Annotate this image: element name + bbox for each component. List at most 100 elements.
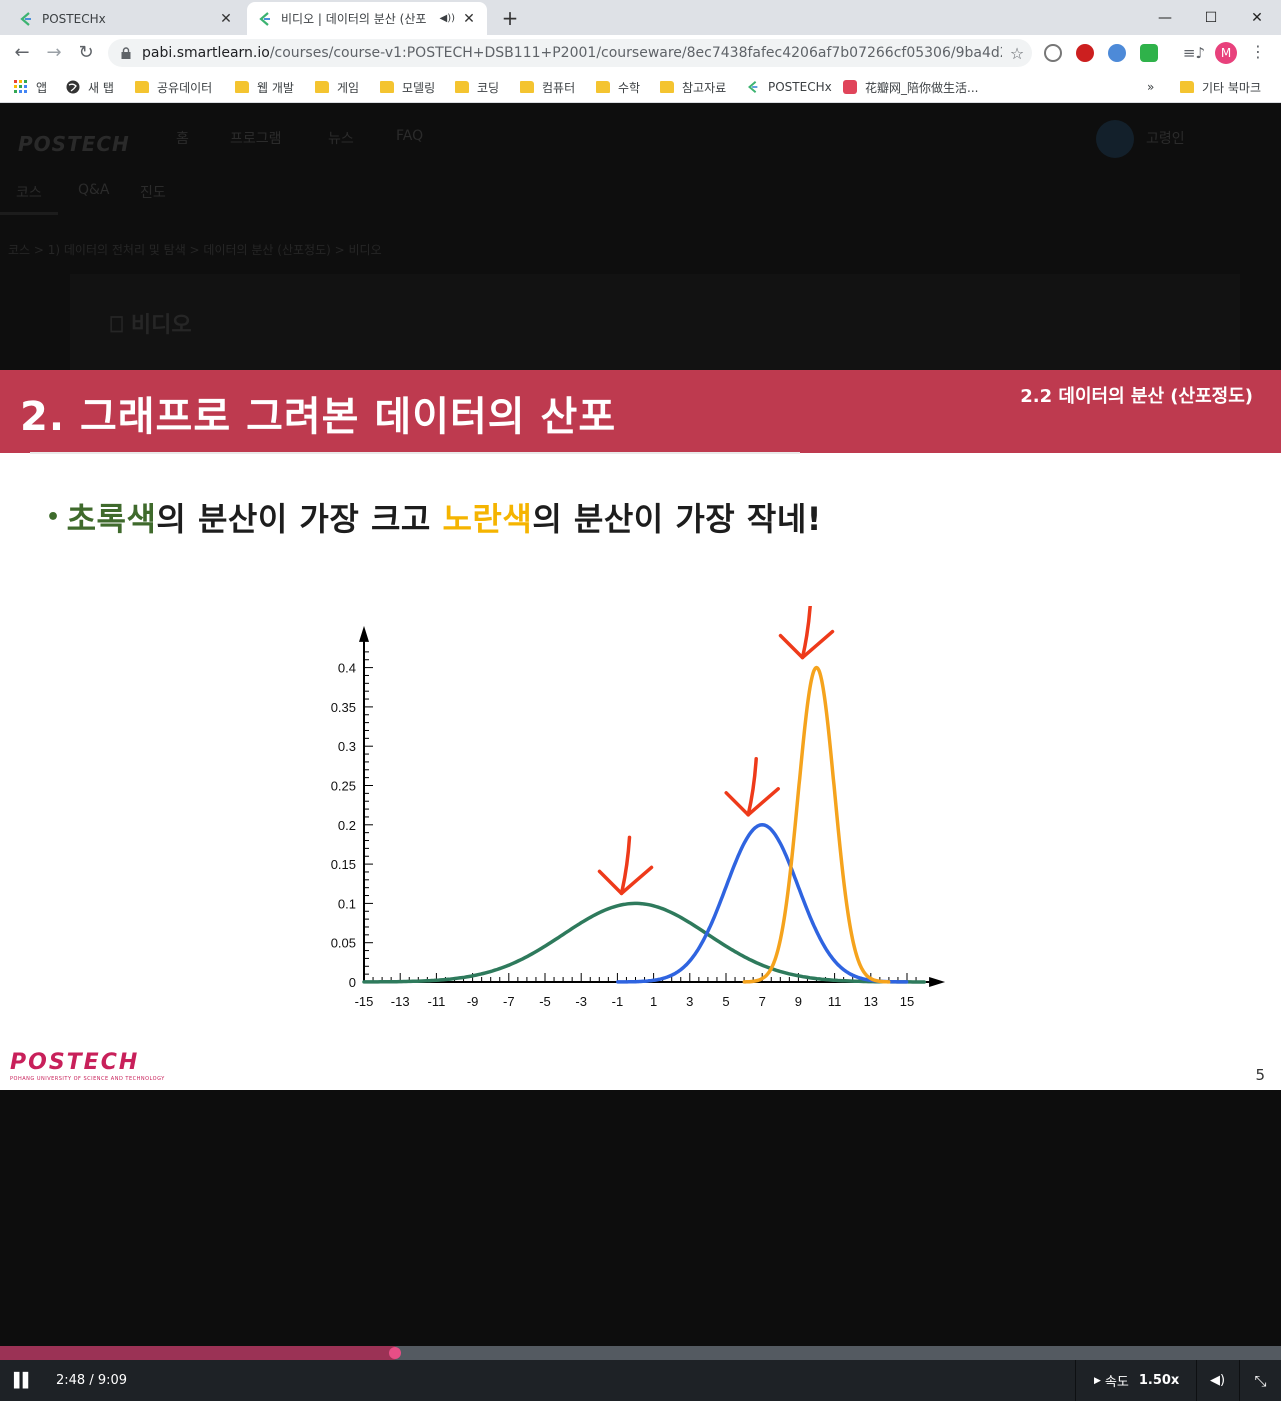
bookmark-ribbon-icon[interactable]: ⎕ [110, 313, 131, 338]
url-path: /courses/course-v1:POSTECH+DSB111+P2001/… [269, 45, 1002, 61]
bookmark-folder[interactable]: 웹 개발 [235, 77, 294, 97]
folder-icon [235, 81, 249, 93]
bookmark-star-icon[interactable]: ☆ [1009, 43, 1025, 63]
media-control-icon[interactable]: ≡♪ [1182, 44, 1206, 62]
bookmark-label: 코딩 [477, 80, 500, 95]
bookmark-folder[interactable]: 컴퓨터 [520, 77, 575, 97]
bookmark-postechx[interactable]: POSTECHx [746, 77, 832, 97]
tab-audio-icon[interactable]: ◀)) [439, 13, 456, 24]
banner-underline [30, 452, 800, 454]
breadcrumb: 코스 > 1) 데이터의 전처리 및 탐색 > 데이터의 분산 (산포정도) >… [8, 243, 382, 257]
nav-news[interactable]: 뉴스 [328, 131, 354, 147]
nav-faq[interactable]: FAQ [396, 128, 424, 144]
bullet-dot: • [46, 505, 61, 530]
x-tick-label: -9 [467, 994, 479, 1009]
playback-speed-button[interactable]: ▶ 속도 1.50x [1075, 1360, 1237, 1401]
bookmark-folder[interactable]: 코딩 [455, 77, 499, 97]
annotation-arrow-shaft [746, 757, 758, 817]
annotation-arrow-1 [724, 757, 780, 817]
close-window-button[interactable]: ✕ [1251, 9, 1263, 26]
folder-icon [1180, 81, 1194, 93]
forward-icon[interactable]: → [46, 42, 62, 63]
video-slide[interactable]: 2. 그래프로 그려본 데이터의 산포 2.2 데이터의 분산 (산포정도) •… [0, 370, 1281, 1090]
x-tick-label: 5 [722, 994, 729, 1009]
folder-icon [315, 81, 329, 93]
extension-icon[interactable] [1108, 44, 1126, 62]
x-tick-label: -5 [539, 994, 551, 1009]
annotation-arrow-shaft [800, 606, 812, 660]
bookmark-folder[interactable]: 공유데이터 [135, 77, 212, 97]
y-tick-label: 0.25 [331, 779, 356, 794]
tab-strip: POSTECHx ✕ 비디오 | 데이터의 분산 (산포 ◀)) ✕ + — ☐… [0, 0, 1281, 35]
volume-icon[interactable]: ◀) [1196, 1360, 1238, 1401]
overflow-chevron-icon: » [1147, 80, 1155, 94]
exit-fullscreen-icon[interactable]: ⤡ [1239, 1360, 1281, 1401]
slide-page-number: 5 [1255, 1066, 1265, 1084]
bullet-green-word: 초록색 [66, 500, 157, 538]
bullet-text-2: 의 분산이 가장 작네! [532, 500, 822, 538]
browser-tab-postechx[interactable]: POSTECHx ✕ [8, 2, 244, 35]
bookmark-folder[interactable]: 게임 [315, 77, 359, 97]
bookmarks-overflow-button[interactable]: » [1147, 77, 1154, 97]
nav-programs[interactable]: 프로그램 [230, 131, 282, 147]
smartlearn-favicon-icon [748, 81, 758, 93]
y-tick-label: 0.15 [331, 857, 356, 872]
bookmark-huaban[interactable]: 花瓣网_陪你做生活... [843, 77, 978, 97]
bullet-text-1: 의 분산이 가장 크고 [156, 500, 443, 538]
user-avatar[interactable] [1096, 120, 1134, 158]
unit-title: ⎕ 비디오 [110, 307, 192, 339]
extension-icon[interactable] [1044, 44, 1062, 62]
bookmark-label: 웹 개발 [257, 80, 294, 95]
bookmark-apps[interactable]: 앱 [14, 77, 47, 97]
nav-home[interactable]: 홈 [176, 131, 189, 147]
extension-icon[interactable] [1076, 44, 1094, 62]
reload-icon[interactable]: ↻ [78, 42, 94, 63]
bookmark-folder[interactable]: 수학 [596, 77, 640, 97]
video-progress-bar[interactable] [0, 1346, 1281, 1360]
lms-page-dimmed: POSTECH 홈 프로그램 뉴스 FAQ 고령인 코스 Q&A 진도 코스 >… [0, 104, 1281, 370]
bookmark-new-tab[interactable]: 새 탭 [66, 77, 114, 97]
bookmark-label: 게임 [337, 80, 360, 95]
unit-title-text: 비디오 [130, 313, 192, 338]
x-tick-label: -11 [427, 994, 445, 1009]
close-tab-icon[interactable]: ✕ [220, 10, 232, 27]
series-line-2 [742, 665, 891, 984]
bullet-yellow-word: 노란색 [442, 500, 533, 538]
x-tick-label: -15 [355, 994, 374, 1009]
back-icon[interactable]: ← [14, 42, 30, 63]
y-tick-label: 0.4 [338, 661, 356, 676]
pause-icon[interactable]: ▌▌ [14, 1372, 33, 1389]
lms-logo[interactable]: POSTECH [18, 132, 130, 156]
annotation-arrow-shaft [619, 835, 632, 896]
x-tick-label: -13 [391, 994, 410, 1009]
bookmark-other-folder[interactable]: 기타 북마크 [1180, 77, 1261, 97]
bookmark-label: 컴퓨터 [542, 80, 576, 95]
progress-scrubber-handle[interactable] [388, 1347, 401, 1359]
y-axis-arrowhead [359, 625, 369, 642]
user-name[interactable]: 고령인 [1146, 131, 1185, 147]
minimize-window-button[interactable]: — [1158, 9, 1172, 26]
bookmark-label: 앱 [36, 80, 48, 95]
x-tick-label: -1 [612, 994, 624, 1009]
bookmark-folder[interactable]: 모델링 [380, 77, 435, 97]
maximize-window-button[interactable]: ☐ [1204, 9, 1218, 26]
browser-menu-icon[interactable]: ⋮ [1250, 42, 1266, 61]
new-tab-button[interactable]: + [501, 6, 519, 30]
tab-qna[interactable]: Q&A [78, 182, 110, 198]
video-letterbox[interactable] [0, 1090, 1281, 1346]
address-bar[interactable]: pabi.smartlearn.io/courses/course-v1:POS… [108, 39, 1032, 67]
profile-avatar[interactable]: M [1215, 42, 1237, 64]
tab-course[interactable]: 코스 [16, 185, 42, 201]
shield-extension-icon[interactable] [1140, 44, 1158, 62]
tab-progress[interactable]: 진도 [140, 185, 166, 201]
content-panel [70, 274, 1240, 370]
annotation-arrow-head [778, 629, 835, 660]
smartlearn-favicon-icon [20, 11, 31, 26]
bookmark-folder[interactable]: 참고자료 [660, 77, 726, 97]
y-tick-label: 0.1 [338, 896, 356, 911]
bookmark-label: POSTECHx [768, 80, 832, 94]
close-tab-icon[interactable]: ✕ [463, 10, 475, 27]
browser-tab-video[interactable]: 비디오 | 데이터의 분산 (산포 ◀)) ✕ [247, 2, 487, 35]
slide-logo: POSTECH POHANG UNIVERSITY OF SCIENCE AND… [10, 1050, 165, 1082]
